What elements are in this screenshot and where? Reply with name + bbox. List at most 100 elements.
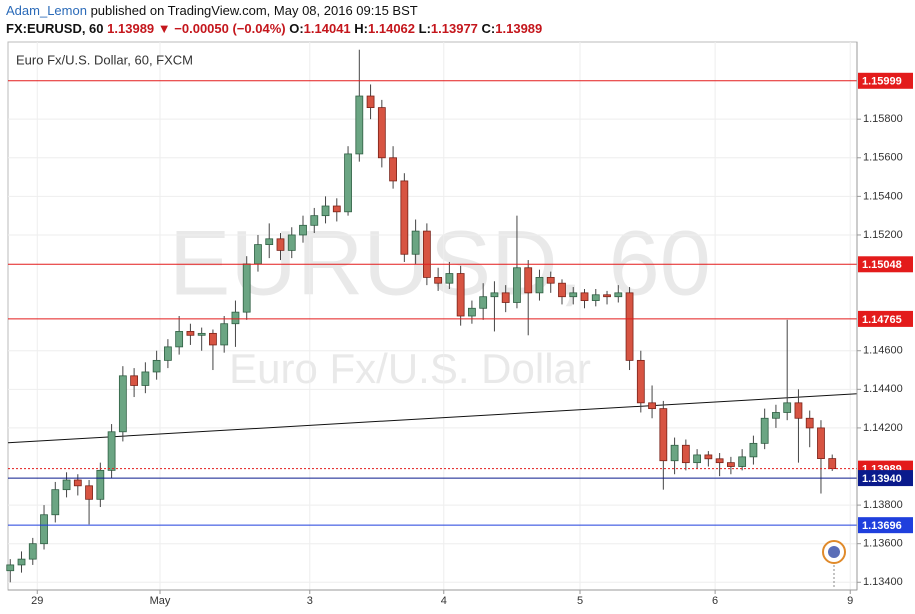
candle-body (321, 205, 330, 217)
candle-body (276, 238, 285, 251)
candle-body (817, 427, 825, 459)
candle-body (591, 294, 600, 301)
candle-body (231, 311, 240, 325)
candle-body (118, 375, 127, 433)
candle-body (501, 292, 510, 303)
candle-body (51, 489, 60, 516)
candle-body (772, 412, 780, 419)
level-label-box (858, 470, 913, 487)
candle-body (625, 292, 634, 361)
candle-body (73, 479, 82, 487)
candle-body (366, 95, 375, 109)
candle-body (445, 273, 454, 284)
level-label-box (858, 256, 913, 273)
candle-body (422, 230, 431, 278)
candle-body (411, 230, 420, 255)
x-tick-label: 4 (441, 595, 447, 607)
candle-body (490, 292, 499, 298)
x-tick-label: May (150, 595, 171, 607)
arrow: ▼ (157, 21, 171, 36)
y-tick-label: 1.14200 (863, 422, 903, 434)
candle-body (738, 456, 747, 467)
candle-body (28, 543, 37, 560)
candle-body (344, 153, 352, 213)
candle-body (164, 346, 172, 361)
trend-line (7, 393, 858, 444)
x-tick-label: 29 (31, 595, 43, 607)
level-label: 1.14765 (862, 314, 902, 326)
candle-body (805, 417, 814, 429)
candle-body (546, 277, 555, 284)
candle-body (40, 514, 48, 545)
candle-body (760, 417, 769, 444)
candle-body (479, 296, 488, 309)
y-tick-label: 1.14600 (863, 345, 903, 357)
level-label: 1.15048 (862, 259, 902, 271)
level-label: 1.15999 (862, 76, 902, 88)
c-label: C: (481, 21, 496, 36)
candle-body (197, 332, 206, 336)
symbol-line: FX:EURUSD, 60 1.13989 ▼ −0.00050 (−0.04%… (6, 20, 542, 38)
y-tick-label: 1.15200 (863, 229, 903, 241)
candle-body (310, 215, 319, 226)
candle-body (242, 263, 251, 313)
candle-body (704, 454, 713, 460)
x-tick-label: 3 (307, 595, 313, 607)
low: 1.13977 (430, 21, 478, 36)
h-label: H: (354, 21, 369, 36)
candle-body (17, 558, 26, 566)
price: 1.13989 (107, 21, 155, 36)
high: 1.14062 (368, 21, 416, 36)
candle-body (513, 267, 521, 303)
candle-body (569, 292, 578, 298)
symbol: FX:EURUSD, 60 (6, 21, 104, 36)
level-label: 1.13940 (862, 473, 902, 485)
event-icon-core (828, 546, 840, 558)
y-tick-label: 1.15400 (863, 190, 903, 202)
candle-body (783, 402, 792, 413)
candle-body (749, 442, 758, 458)
candle-body (287, 234, 296, 251)
candle-body (535, 277, 544, 294)
x-tick-label: 6 (712, 595, 718, 607)
close: 1.13989 (495, 21, 543, 36)
header-line: Adam_Lemon published on TradingView.com,… (6, 2, 542, 20)
candle-body (726, 462, 735, 467)
level-label: 1.13696 (862, 520, 902, 532)
candle-body (715, 458, 724, 464)
y-tick-label: 1.15600 (863, 152, 903, 164)
candle-body (265, 238, 274, 246)
candle-body (85, 485, 93, 500)
chart-title: Euro Fx/U.S. Dollar, 60, FXCM (16, 52, 193, 67)
candle-body (693, 454, 701, 464)
candle-body (254, 244, 262, 265)
l-label: L: (418, 21, 431, 36)
change: −0.00050 (−0.04%) (174, 21, 286, 36)
y-tick-label: 1.14400 (863, 383, 903, 395)
candle-body (524, 267, 533, 294)
candle-body (355, 95, 364, 155)
candle-body (220, 323, 229, 346)
candle-body (175, 331, 184, 348)
candle-body (389, 157, 397, 182)
level-label-box (858, 310, 913, 327)
watermark-subtitle: Euro Fx/U.S. Dollar (229, 345, 591, 392)
user-link[interactable]: Adam_Lemon (6, 3, 87, 18)
candle-body (659, 408, 668, 462)
candle-body (603, 294, 611, 298)
x-tick-label: 5 (577, 595, 583, 607)
candle-body (96, 469, 105, 500)
candle-body (648, 402, 656, 410)
y-tick-label: 1.13400 (863, 576, 903, 588)
published: published on TradingView.com, May 08, 20… (90, 3, 418, 18)
level-label-box (858, 517, 913, 534)
x-tick-label: 9 (847, 595, 853, 607)
o-label: O: (289, 21, 304, 36)
y-tick-label: 1.15800 (863, 113, 903, 125)
y-tick-label: 1.13800 (863, 499, 903, 511)
candle-body (6, 564, 15, 572)
candle-body (468, 307, 476, 317)
y-tick-label: 1.13600 (863, 538, 903, 550)
